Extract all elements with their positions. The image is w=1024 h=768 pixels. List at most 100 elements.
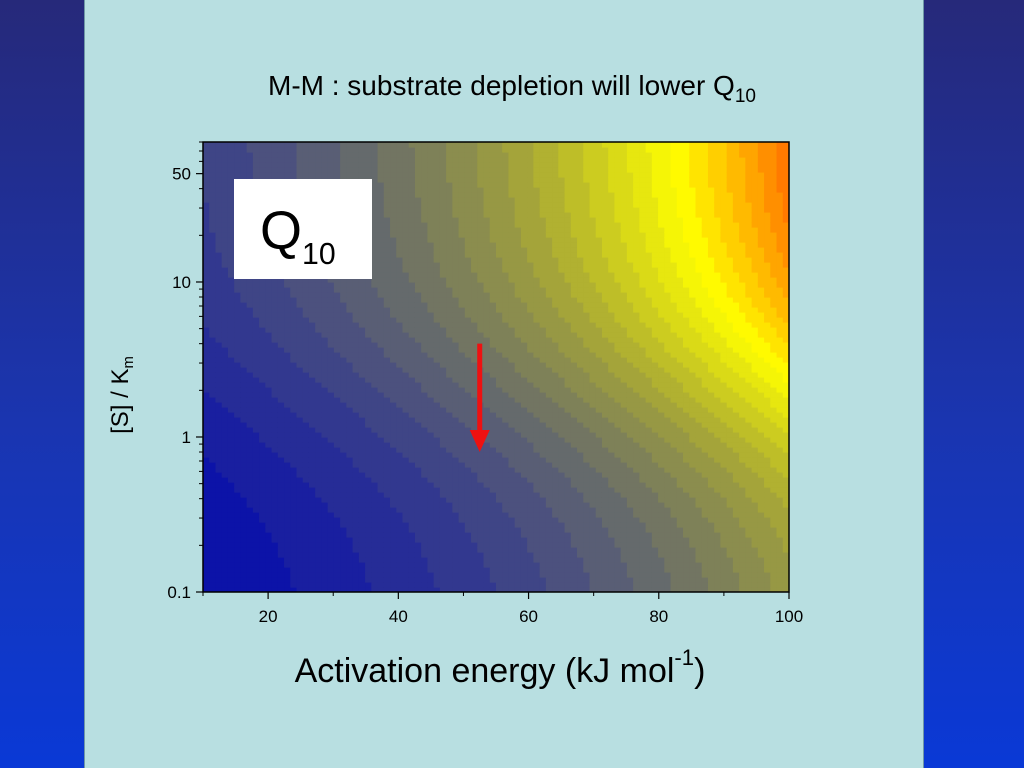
- heatmap-cell: [427, 497, 435, 503]
- heatmap-cell: [358, 402, 366, 408]
- heatmap-cell: [340, 572, 347, 578]
- heatmap-cell: [446, 457, 453, 463]
- heatmap-cell: [333, 347, 341, 353]
- heatmap-cell: [483, 442, 491, 448]
- heatmap-cell: [377, 382, 385, 388]
- heatmap-cell: [308, 332, 316, 338]
- heatmap-cell: [327, 417, 335, 423]
- heatmap-cell: [390, 502, 397, 508]
- heatmap-cell: [496, 402, 503, 408]
- heatmap-cell: [296, 337, 304, 343]
- heatmap-cell: [477, 322, 485, 328]
- heatmap-cell: [259, 277, 266, 283]
- heatmap-cell: [458, 202, 466, 208]
- heatmap-cell: [215, 457, 223, 463]
- heatmap-cell: [414, 262, 422, 268]
- heatmap-cell: [433, 512, 441, 518]
- heatmap-cell: [203, 417, 210, 423]
- heatmap-cell: [284, 312, 291, 318]
- heatmap-cell: [452, 217, 460, 223]
- heatmap-cell: [514, 397, 522, 403]
- heatmap-cell: [427, 297, 435, 303]
- heatmap-cell: [383, 382, 391, 388]
- heatmap-cell: [390, 262, 397, 268]
- heatmap-cell: [464, 397, 472, 403]
- heatmap-cell: [321, 487, 329, 493]
- heatmap-cell: [358, 297, 366, 303]
- heatmap-cell: [296, 462, 304, 468]
- heatmap-cell: [439, 322, 447, 328]
- heatmap-cell: [327, 522, 335, 528]
- heatmap-cell: [302, 532, 310, 538]
- heatmap-cell: [327, 302, 335, 308]
- heatmap-cell: [545, 452, 553, 458]
- heatmap-cell: [464, 187, 472, 193]
- heatmap-cell: [427, 292, 435, 298]
- heatmap-cell: [458, 492, 466, 498]
- heatmap-cell: [433, 417, 441, 423]
- heatmap-cell: [427, 282, 435, 288]
- heatmap-cell: [433, 477, 441, 483]
- heatmap-cell: [514, 507, 522, 513]
- heatmap-cell: [346, 397, 354, 403]
- heatmap-cell: [352, 277, 360, 283]
- heatmap-cell: [390, 422, 397, 428]
- heatmap-cell: [533, 477, 541, 483]
- heatmap-cell: [271, 472, 279, 478]
- heatmap-cell: [471, 377, 478, 383]
- heatmap-cell: [234, 557, 241, 563]
- heatmap-cell: [203, 472, 210, 478]
- heatmap-cell: [483, 302, 491, 308]
- heatmap-cell: [514, 257, 522, 263]
- heatmap-cell: [371, 457, 379, 463]
- heatmap-cell: [433, 387, 441, 393]
- heatmap-cell: [489, 292, 497, 298]
- heatmap-cell: [502, 547, 510, 553]
- heatmap-cell: [277, 367, 285, 373]
- heatmap-cell: [533, 347, 541, 353]
- heatmap-cell: [209, 422, 217, 428]
- heatmap-cell: [315, 292, 323, 298]
- heatmap-cell: [452, 392, 460, 398]
- heatmap-cell: [252, 437, 260, 443]
- heatmap-cell: [215, 162, 223, 168]
- heatmap-cell: [234, 147, 241, 153]
- heatmap-cell: [352, 487, 360, 493]
- heatmap-cell: [458, 357, 466, 363]
- heatmap-cell: [477, 452, 485, 458]
- heatmap-cell: [371, 417, 379, 423]
- heatmap-cell: [502, 362, 510, 368]
- heatmap-cell: [414, 177, 422, 183]
- heatmap-cell: [234, 307, 241, 313]
- heatmap-cell: [471, 587, 478, 592]
- heatmap-cell: [427, 247, 435, 253]
- heatmap-cell: [352, 407, 360, 413]
- heatmap-cell: [284, 447, 291, 453]
- heatmap-cell: [221, 367, 229, 373]
- heatmap-cell: [327, 427, 335, 433]
- heatmap-cell: [271, 512, 279, 518]
- heatmap-cell: [496, 382, 503, 388]
- heatmap-cell: [477, 292, 485, 298]
- heatmap-cell: [252, 452, 260, 458]
- heatmap-cell: [296, 282, 304, 288]
- heatmap-cell: [439, 482, 447, 488]
- heatmap-cell: [296, 142, 304, 148]
- heatmap-cell: [439, 337, 447, 343]
- heatmap-cell: [483, 197, 491, 203]
- heatmap-cell: [539, 347, 547, 353]
- heatmap-cell: [284, 472, 291, 478]
- heatmap-cell: [433, 192, 441, 198]
- heatmap-cell: [227, 537, 235, 543]
- heatmap-cell: [215, 412, 223, 418]
- heatmap-cell: [340, 152, 347, 158]
- heatmap-cell: [265, 467, 273, 473]
- heatmap-cell: [446, 542, 453, 548]
- heatmap-cell: [452, 257, 460, 263]
- heatmap-cell: [539, 207, 547, 213]
- heatmap-cell: [365, 477, 372, 483]
- heatmap-cell: [539, 162, 547, 168]
- heatmap-cell: [489, 567, 497, 573]
- heatmap-cell: [421, 277, 429, 283]
- heatmap-cell: [227, 397, 235, 403]
